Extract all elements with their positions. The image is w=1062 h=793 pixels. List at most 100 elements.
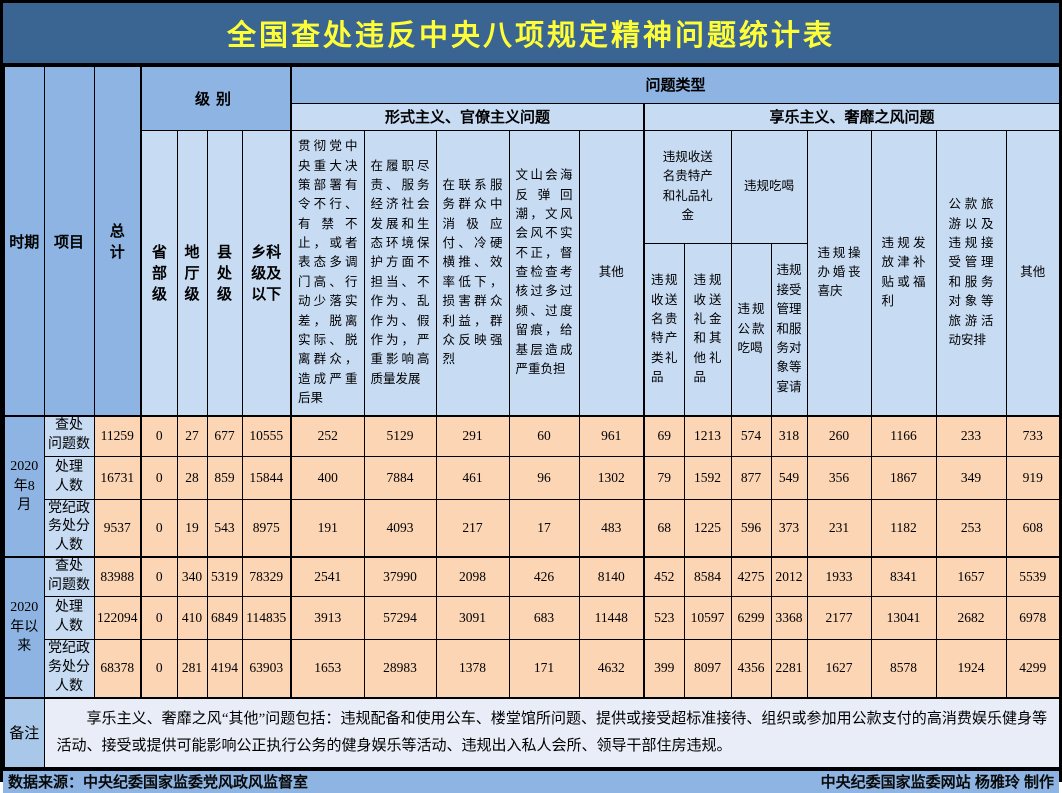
group-header-gifts: 违规收送名贵特产和礼品礼金 xyxy=(643,129,732,244)
row-label: 处理 人数 xyxy=(43,455,95,500)
data-cell: 1225 xyxy=(683,498,732,558)
data-cell: 523 xyxy=(643,595,685,640)
data-cell: 683 xyxy=(508,595,580,640)
col-header-allowances: 违规发放津补贴或福利 xyxy=(870,129,937,417)
col-header-level: 级别 xyxy=(139,65,292,131)
data-cell: 217 xyxy=(435,498,510,558)
data-cell: 677 xyxy=(206,415,243,457)
data-cell: 6978 xyxy=(1005,595,1061,640)
row-label: 查处 问题数 xyxy=(43,415,95,457)
data-cell: 1657 xyxy=(935,556,1007,597)
data-cell: 8097 xyxy=(683,638,732,699)
data-cell: 96 xyxy=(508,455,580,500)
col-header-weddings-funerals: 违规操办婚丧喜庆 xyxy=(806,129,872,417)
data-cell: 252 xyxy=(290,415,365,457)
data-cell: 356 xyxy=(806,455,872,500)
data-cell: 3913 xyxy=(290,595,365,640)
data-cell: 6299 xyxy=(730,595,772,640)
data-cell: 0 xyxy=(140,556,178,597)
data-cell: 318 xyxy=(770,415,808,457)
row-label: 党纪政 务处分 人数 xyxy=(43,498,95,558)
data-cell: 191 xyxy=(290,498,365,558)
col-header-banquet: 违规接受管理和服务对象等宴请 xyxy=(770,242,808,417)
data-cell: 5129 xyxy=(363,415,437,457)
data-cell: 78329 xyxy=(241,556,292,597)
data-cell: 4299 xyxy=(1005,638,1061,699)
row-label: 处理 人数 xyxy=(43,595,95,640)
data-cell: 6849 xyxy=(206,595,243,640)
data-cell: 4632 xyxy=(578,638,645,699)
col-header-provincial: 省部级 xyxy=(140,129,178,417)
data-cell: 919 xyxy=(1005,455,1061,500)
period-cell: 2020 年8 月 xyxy=(3,414,45,558)
col-header-formalism-2: 在履职尽责、服务经济社会发展和生态环境保护方面不担当、不作为、乱作为、假作为，严… xyxy=(363,129,437,417)
data-cell: 27 xyxy=(176,415,208,457)
col-header-formalism-1: 贯彻党中央重大决策部署有令不行、有禁不止，或者表态多调门高、行动少落实差，脱离实… xyxy=(290,129,365,417)
data-cell: 28983 xyxy=(363,638,437,699)
col-header-total: 总计 xyxy=(93,65,142,417)
data-cell: 1924 xyxy=(935,638,1007,699)
data-cell: 11448 xyxy=(578,595,645,640)
data-cell: 461 xyxy=(435,455,510,500)
data-cell: 7884 xyxy=(363,455,437,500)
data-cell: 1302 xyxy=(578,455,645,500)
col-header-formalism-4: 文山会海反弹回潮，文风会风不实不正，督查检查考核过多过频、过度留痕，给基层造成严… xyxy=(508,129,580,417)
data-cell: 291 xyxy=(435,415,510,457)
data-cell: 877 xyxy=(730,455,772,500)
data-cell: 859 xyxy=(206,455,243,500)
data-cell: 4194 xyxy=(206,638,243,699)
data-cell: 8578 xyxy=(870,638,937,699)
col-header-gift-cash: 违规收送礼金和其他礼品 xyxy=(683,242,732,417)
data-cell: 253 xyxy=(935,498,1007,558)
data-cell: 2177 xyxy=(806,595,872,640)
data-cell: 2541 xyxy=(290,556,365,597)
row-label: 查处 问题数 xyxy=(43,556,95,597)
data-cell: 0 xyxy=(140,415,178,457)
data-cell: 2682 xyxy=(935,595,1007,640)
data-cell: 8341 xyxy=(870,556,937,597)
col-header-formalism-other: 其他 xyxy=(578,129,645,417)
data-cell: 608 xyxy=(1005,498,1061,558)
col-header-hedonism-other: 其他 xyxy=(1005,129,1061,417)
data-cell: 8584 xyxy=(683,556,732,597)
col-header-township: 乡科级及以下 xyxy=(241,129,292,417)
title-bar: 全国查处违反中央八项规定精神问题统计表 xyxy=(3,3,1059,63)
data-cell: 2281 xyxy=(770,638,808,699)
data-cell: 1867 xyxy=(870,455,937,500)
remark-label: 备注 xyxy=(3,696,45,769)
data-cell: 961 xyxy=(578,415,645,457)
data-cell: 0 xyxy=(140,638,178,699)
data-cell: 574 xyxy=(730,415,772,457)
data-cell: 233 xyxy=(935,415,1007,457)
data-cell: 2012 xyxy=(770,556,808,597)
data-cell: 400 xyxy=(290,455,365,500)
data-cell: 10597 xyxy=(683,595,732,640)
data-cell: 1933 xyxy=(806,556,872,597)
data-cell: 596 xyxy=(730,498,772,558)
col-header-prefecture: 地厅级 xyxy=(176,129,208,417)
data-cell: 3368 xyxy=(770,595,808,640)
data-cell: 1166 xyxy=(870,415,937,457)
data-cell: 171 xyxy=(508,638,580,699)
data-cell: 60 xyxy=(508,415,580,457)
data-cell: 63903 xyxy=(241,638,292,699)
col-header-public-dining: 违规公款吃喝 xyxy=(730,242,772,417)
data-cell: 5319 xyxy=(206,556,243,597)
col-header-formalism-3: 在联系服务群众中消极应付、冷硬横推、效率低下，损害群众利益，群众反映强烈 xyxy=(435,129,510,417)
data-cell: 37990 xyxy=(363,556,437,597)
data-cell: 4356 xyxy=(730,638,772,699)
data-cell: 68 xyxy=(643,498,685,558)
data-cell: 483 xyxy=(578,498,645,558)
data-cell: 733 xyxy=(1005,415,1061,457)
data-cell: 8975 xyxy=(241,498,292,558)
data-cell: 543 xyxy=(206,498,243,558)
statistics-table: 时期 项目 总计 级别 问题类型 形式主义、官僚主义问题 享乐主义、奢靡之风问题… xyxy=(3,65,1062,769)
data-cell: 13041 xyxy=(870,595,937,640)
data-cell: 1378 xyxy=(435,638,510,699)
data-cell: 69 xyxy=(643,415,685,457)
data-cell: 231 xyxy=(806,498,872,558)
data-cell: 57294 xyxy=(363,595,437,640)
data-cell: 11259 xyxy=(93,415,142,457)
data-cell: 2098 xyxy=(435,556,510,597)
